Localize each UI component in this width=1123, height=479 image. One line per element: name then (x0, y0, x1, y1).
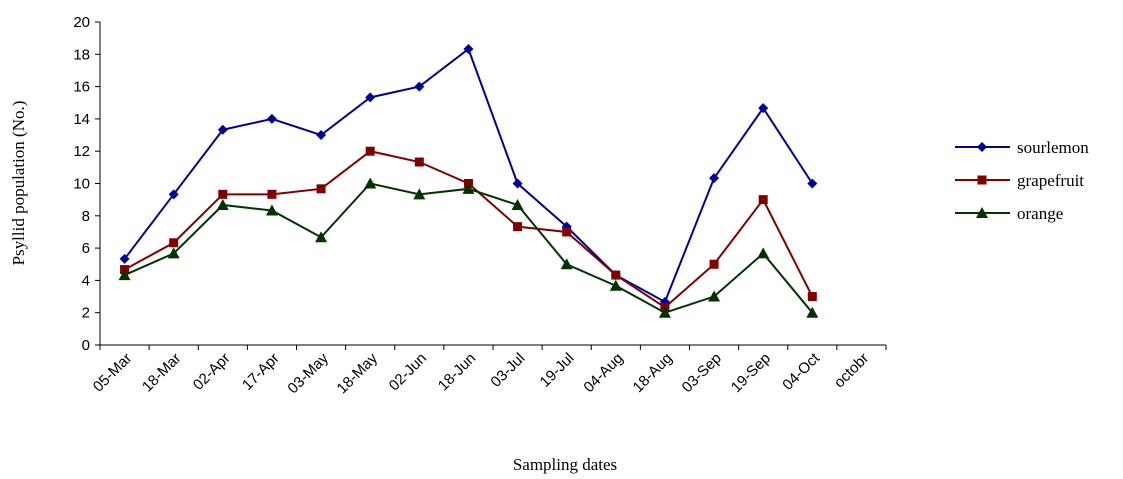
point (463, 43, 474, 54)
point (169, 238, 179, 248)
legend-marker (977, 175, 987, 185)
legend-marker (977, 142, 987, 152)
legend-marker (976, 207, 988, 218)
point (414, 81, 425, 92)
x-tick-label: 17-Apr (239, 350, 283, 394)
y-tick-label: 20 (73, 14, 90, 31)
point (413, 188, 426, 200)
point (560, 258, 573, 270)
point (217, 124, 228, 135)
point (168, 189, 179, 200)
x-tick-label: 02-Apr (190, 350, 234, 394)
point (267, 189, 277, 199)
point (611, 270, 621, 280)
y-tick-label: 2 (82, 305, 90, 322)
x-tick-label: 18-Mar (139, 350, 185, 396)
y-tick-label: 12 (73, 143, 90, 160)
legend-label: grapefruit (1017, 171, 1084, 190)
point (315, 231, 328, 243)
x-axis-title: Sampling dates (513, 455, 617, 474)
point (709, 259, 719, 269)
point (512, 178, 523, 189)
point (266, 113, 277, 124)
point (462, 182, 475, 194)
x-tick-label: 04-Aug (580, 350, 626, 396)
x-tick-label: 18-May (334, 349, 382, 397)
legend-label: sourlemon (1017, 138, 1089, 157)
point (218, 189, 228, 199)
line (124, 150, 814, 309)
point (708, 290, 721, 302)
y-tick-label: 4 (82, 272, 90, 289)
y-axis-title: Psyllid population (No.) (9, 101, 28, 266)
point (265, 204, 278, 216)
line (124, 182, 814, 314)
point (216, 198, 229, 210)
point (316, 130, 327, 141)
point (414, 157, 424, 167)
x-tick-label: 03-Jul (487, 350, 528, 391)
x-tick-label: 03-Sep (679, 350, 725, 396)
x-tick-label: 03-May (284, 349, 332, 397)
y-tick-label: 6 (82, 240, 90, 257)
point (316, 184, 326, 194)
point (365, 92, 376, 103)
point (511, 198, 524, 210)
point (758, 103, 769, 114)
point (364, 177, 377, 189)
y-tick-label: 14 (73, 111, 90, 128)
y-tick-label: 8 (82, 208, 90, 225)
point (513, 222, 523, 232)
x-tick-label: octobr (831, 350, 873, 392)
point (807, 178, 818, 189)
point (562, 227, 572, 237)
line (123, 47, 814, 304)
point (167, 247, 180, 259)
point (758, 195, 768, 205)
point (757, 247, 770, 259)
x-tick-label: 18-Aug (630, 350, 676, 396)
x-tick-label: 04-Oct (779, 349, 823, 393)
legend-label: orange (1017, 204, 1063, 223)
point (118, 269, 131, 281)
x-tick-label: 18-Jun (435, 350, 479, 394)
point (609, 279, 622, 291)
y-tick-label: 16 (73, 79, 90, 96)
point (365, 146, 375, 156)
y-tick-label: 10 (73, 176, 90, 193)
x-tick-label: 05-Mar (90, 350, 136, 396)
y-tick-label: 0 (82, 337, 90, 354)
point (658, 306, 671, 318)
x-tick-label: 02-Jun (386, 350, 430, 394)
point (806, 306, 819, 318)
point (709, 173, 720, 184)
point (119, 253, 130, 264)
x-tick-label: 19-Jul (537, 350, 578, 391)
y-tick-label: 18 (73, 46, 90, 63)
x-tick-label: 19-Sep (728, 350, 774, 396)
point (807, 292, 817, 302)
